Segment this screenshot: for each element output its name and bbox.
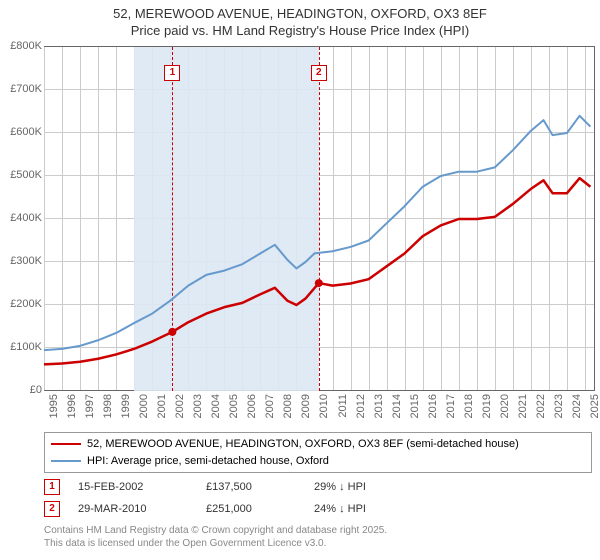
x-tick-label: 2018 (463, 394, 475, 424)
sales-table: 1 15-FEB-2002 £137,500 29% ↓ HPI 2 29-MAR-201… (44, 476, 592, 520)
x-tick-label: 2016 (427, 394, 439, 424)
plot-area: 12 (44, 46, 595, 391)
series-hpi (44, 116, 590, 350)
x-tick-label: 2013 (373, 394, 385, 424)
sale-dot (168, 328, 176, 336)
sale-dot (315, 279, 323, 287)
chart-title-block: 52, MEREWOOD AVENUE, HEADINGTON, OXFORD,… (0, 0, 600, 40)
attribution-line1: Contains HM Land Registry data © Crown c… (44, 524, 592, 537)
y-tick-label: £200K (0, 298, 42, 310)
x-tick-label: 2003 (192, 394, 204, 424)
x-tick-label: 2004 (210, 394, 222, 424)
y-tick-label: £600K (0, 126, 42, 138)
x-tick-label: 2005 (228, 394, 240, 424)
x-tick-label: 2008 (282, 394, 294, 424)
y-tick-label: £800K (0, 40, 42, 52)
x-tick-label: 1996 (66, 394, 78, 424)
y-tick-label: £400K (0, 212, 42, 224)
chart-title-line2: Price paid vs. HM Land Registry's House … (0, 23, 600, 40)
sales-row: 2 29-MAR-2010 £251,000 24% ↓ HPI (44, 498, 592, 520)
x-tick-label: 2023 (553, 394, 565, 424)
x-tick-label: 2012 (355, 394, 367, 424)
sale-marker-badge: 2 (311, 65, 327, 81)
sales-row: 1 15-FEB-2002 £137,500 29% ↓ HPI (44, 476, 592, 498)
x-tick-label: 2001 (156, 394, 168, 424)
y-tick-label: £300K (0, 255, 42, 267)
sales-row-price: £137,500 (206, 481, 296, 493)
x-tick-label: 2017 (445, 394, 457, 424)
legend-label: HPI: Average price, semi-detached house,… (87, 453, 329, 470)
x-tick-label: 2007 (264, 394, 276, 424)
sales-row-date: 29-MAR-2010 (78, 503, 188, 515)
x-tick-label: 1997 (84, 394, 96, 424)
x-tick-label: 2009 (300, 394, 312, 424)
sales-row-diff: 24% ↓ HPI (314, 503, 434, 515)
x-tick-label: 2010 (318, 394, 330, 424)
y-tick-label: £500K (0, 169, 42, 181)
x-tick-label: 1995 (48, 394, 60, 424)
attribution-line2: This data is licensed under the Open Gov… (44, 537, 592, 550)
legend: 52, MEREWOOD AVENUE, HEADINGTON, OXFORD,… (44, 432, 592, 473)
x-tick-label: 2002 (174, 394, 186, 424)
x-tick-label: 1999 (120, 394, 132, 424)
sales-row-date: 15-FEB-2002 (78, 481, 188, 493)
y-tick-label: £100K (0, 341, 42, 353)
x-tick-label: 2021 (517, 394, 529, 424)
series-price_paid (44, 178, 590, 364)
legend-label: 52, MEREWOOD AVENUE, HEADINGTON, OXFORD,… (87, 436, 519, 453)
x-tick-label: 2022 (535, 394, 547, 424)
sales-row-price: £251,000 (206, 503, 296, 515)
x-tick-label: 2020 (499, 394, 511, 424)
x-tick-label: 1998 (102, 394, 114, 424)
y-tick-label: £700K (0, 83, 42, 95)
chart-container: 52, MEREWOOD AVENUE, HEADINGTON, OXFORD,… (0, 0, 600, 560)
legend-item: HPI: Average price, semi-detached house,… (51, 453, 585, 470)
attribution: Contains HM Land Registry data © Crown c… (44, 524, 592, 550)
line-series-svg (44, 47, 594, 391)
sales-row-badge: 1 (44, 479, 60, 495)
sale-marker-badge: 1 (164, 65, 180, 81)
legend-swatch (51, 460, 81, 462)
x-tick-label: 2000 (138, 394, 150, 424)
legend-swatch (51, 443, 81, 445)
x-tick-label: 2011 (337, 394, 349, 424)
x-tick-label: 2024 (571, 394, 583, 424)
y-tick-label: £0 (0, 384, 42, 396)
legend-item: 52, MEREWOOD AVENUE, HEADINGTON, OXFORD,… (51, 436, 585, 453)
x-tick-label: 2015 (409, 394, 421, 424)
x-tick-label: 2006 (246, 394, 258, 424)
x-tick-label: 2025 (589, 394, 600, 424)
sales-row-badge: 2 (44, 501, 60, 517)
chart-title-line1: 52, MEREWOOD AVENUE, HEADINGTON, OXFORD,… (0, 6, 600, 23)
x-tick-label: 2014 (391, 394, 403, 424)
x-tick-label: 2019 (481, 394, 493, 424)
sales-row-diff: 29% ↓ HPI (314, 481, 434, 493)
